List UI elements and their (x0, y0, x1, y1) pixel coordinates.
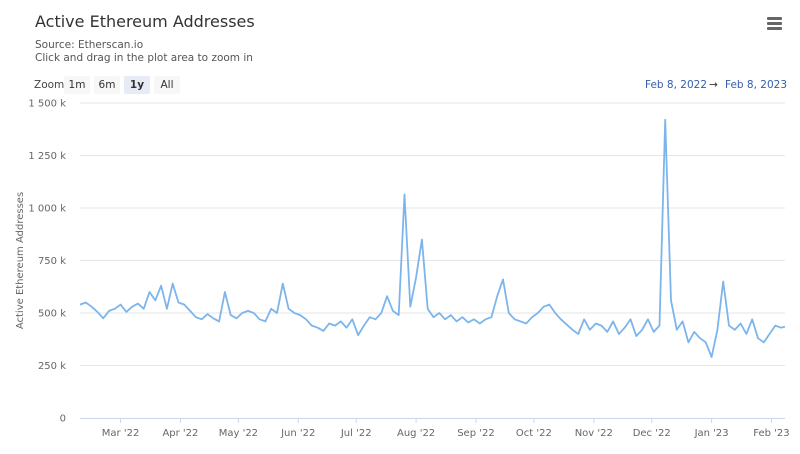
x-tick-label: Apr '22 (162, 428, 198, 439)
y-tick-label: 500 k (38, 309, 66, 320)
y-tick-label: 750 k (38, 256, 66, 267)
x-tick-label: Dec '22 (633, 428, 671, 439)
x-tick-label: Oct '22 (516, 428, 552, 439)
series-line (79, 118, 786, 359)
range-separator: → (709, 79, 718, 91)
x-tick-label: Nov '22 (575, 428, 613, 439)
y-tick-label: 250 k (38, 361, 66, 372)
hamburger-menu-icon[interactable] (767, 17, 782, 32)
y-tick-label: 0 (60, 414, 66, 425)
chart-source: Source: Etherscan.io (35, 39, 144, 51)
x-tick-label: May '22 (219, 428, 258, 439)
x-tick-label: Sep '22 (457, 428, 495, 439)
zoom-hint: Click and drag in the plot area to zoom … (35, 52, 253, 64)
chart-title: Active Ethereum Addresses (35, 12, 255, 31)
zoom-label: Zoom (34, 79, 65, 91)
zoom-all-button[interactable]: All (154, 76, 180, 94)
y-tick-label: 1 500 k (28, 99, 66, 110)
y-tick-label: 1 250 k (28, 151, 66, 162)
range-to[interactable]: Feb 8, 2023 (725, 79, 788, 91)
x-tick-label: Feb '23 (753, 428, 789, 439)
x-tick-label: Jun '22 (280, 428, 315, 439)
x-tick-label: Aug '22 (397, 428, 435, 439)
x-tick-label: Mar '22 (102, 428, 140, 439)
y-tick-label: 1 000 k (28, 204, 66, 215)
x-tick-label: Jan '23 (694, 428, 729, 439)
zoom-1m-button[interactable]: 1m (64, 76, 90, 94)
x-tick-label: Jul '22 (340, 428, 372, 439)
zoom-6m-button[interactable]: 6m (94, 76, 120, 94)
range-from[interactable]: Feb 8, 2022 (645, 79, 708, 91)
zoom-1y-button[interactable]: 1y (124, 76, 150, 94)
y-axis-title: Active Ethereum Addresses (15, 192, 26, 329)
